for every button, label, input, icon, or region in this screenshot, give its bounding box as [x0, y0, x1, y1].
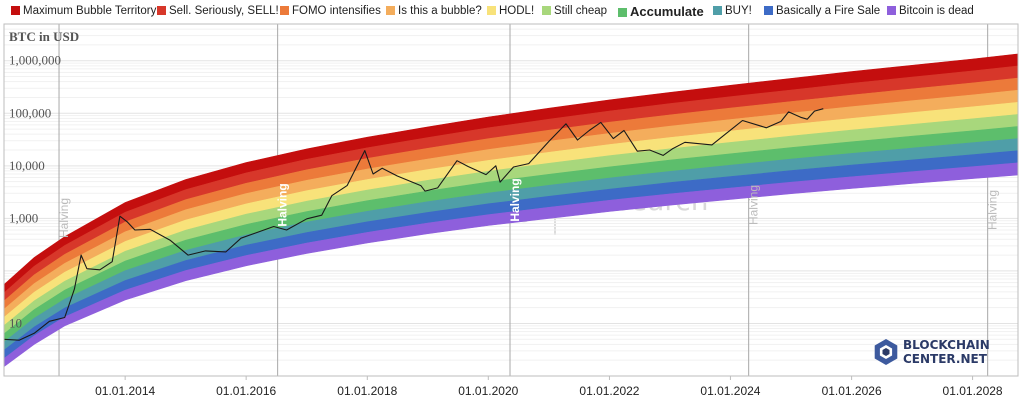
halving-label: Halving [747, 185, 761, 225]
x-tick-label: 01.01.2018 [337, 384, 397, 398]
halving-label: Halving [276, 183, 290, 226]
legend-item[interactable]: Is this a bubble? [386, 5, 482, 17]
legend-swatch [11, 6, 20, 15]
legend-item[interactable]: Bitcoin is dead [887, 5, 974, 17]
y-tick-label: 1,000 [9, 210, 38, 225]
y-tick-label: 100,000 [9, 105, 51, 120]
legend-item[interactable]: Sell. Seriously, SELL! [157, 5, 279, 17]
halving-label: Halving [986, 190, 1000, 230]
legend-label: Still cheap [554, 5, 608, 17]
x-tick-label: 01.01.2016 [216, 384, 276, 398]
legend-label: HODL! [499, 5, 535, 17]
legend-item[interactable]: BUY! [713, 5, 752, 17]
legend-swatch [487, 6, 496, 15]
legend-item[interactable]: Still cheap [542, 5, 607, 17]
plot-frame [3, 23, 1019, 377]
halving-label: Halving [508, 178, 522, 221]
legend-item[interactable]: Maximum Bubble Territory [11, 5, 156, 17]
y-axis: 10 1,000 10,000 100,000 1,000,000 [9, 53, 61, 331]
legend-label: FOMO intensifies [292, 5, 381, 17]
y-tick-label: 10,000 [9, 158, 45, 173]
legend-label: Sell. Seriously, SELL! [169, 5, 279, 17]
y-tick-label: 10 [9, 315, 22, 330]
legend-swatch [764, 6, 773, 15]
logo-hex-core [882, 348, 890, 356]
legend-swatch [386, 6, 395, 15]
y-tick-label: 1,000,000 [9, 53, 61, 68]
legend-label: Maximum Bubble Territory [23, 5, 157, 17]
legend-swatch [713, 6, 722, 15]
legend-swatch [887, 6, 896, 15]
x-tick-label: 01.01.2020 [458, 384, 518, 398]
x-tick-label: 01.01.2028 [943, 384, 1003, 398]
legend-item[interactable]: Accumulate [618, 4, 704, 19]
legend-swatch [618, 8, 627, 17]
legend-label: BUY! [725, 5, 752, 17]
legend-label: Bitcoin is dead [899, 5, 974, 17]
legend-item[interactable]: HODL! [487, 5, 534, 17]
legend-swatch [542, 6, 551, 15]
x-tick-label: 01.01.2024 [700, 384, 760, 398]
logo-text: CENTER.NET [903, 352, 988, 366]
legend-swatch [157, 6, 166, 15]
legend-label: Accumulate [630, 4, 704, 19]
legend-item[interactable]: Basically a Fire Sale [764, 5, 880, 17]
price-series [3, 108, 824, 341]
halving-label: Halving [57, 198, 71, 238]
legend-label: Is this a bubble? [398, 5, 482, 17]
chart-legend: Maximum Bubble Territory Sell. Seriously,… [0, 0, 1024, 24]
legend-swatch [280, 6, 289, 15]
price-line [3, 108, 824, 341]
logo-text: BLOCKCHAIN [903, 338, 990, 352]
x-tick-label: 01.01.2014 [95, 384, 155, 398]
y-axis-title: BTC in USD [9, 29, 79, 44]
legend-label: Basically a Fire Sale [776, 5, 881, 17]
legend-item[interactable]: FOMO intensifies [280, 5, 381, 17]
halving-labels: Halving Halving Halving Halving Halving [57, 178, 1000, 238]
x-tick-label: 01.01.2026 [822, 384, 882, 398]
x-tick-label: 01.01.2022 [579, 384, 639, 398]
x-axis: 01.01.2014 01.01.2016 01.01.2018 01.01.2020… [95, 376, 1003, 398]
